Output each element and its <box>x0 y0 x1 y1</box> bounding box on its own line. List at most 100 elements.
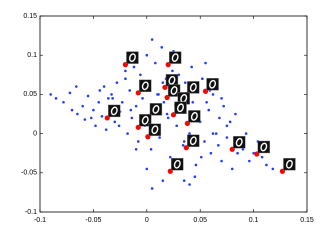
data-point <box>182 179 186 182</box>
data-point <box>188 132 191 135</box>
digit-stroke <box>177 103 184 113</box>
data-point <box>113 120 117 124</box>
data-point <box>145 53 149 57</box>
data-point <box>49 93 52 96</box>
digit-stroke <box>190 112 198 121</box>
data-point <box>141 97 144 100</box>
data-point <box>62 100 65 104</box>
data-point <box>97 100 101 104</box>
data-point <box>265 163 268 167</box>
data-point <box>199 155 203 159</box>
data-point <box>218 116 221 120</box>
digit-stroke <box>285 159 293 169</box>
data-point <box>120 100 124 104</box>
data-point <box>248 159 251 163</box>
data-point <box>86 94 90 98</box>
data-point <box>236 151 239 155</box>
digit-stroke <box>110 106 118 116</box>
data-point <box>98 89 102 92</box>
digit-stroke <box>189 83 197 92</box>
data-point <box>157 93 160 96</box>
data-point <box>220 159 223 163</box>
digit-stroke <box>235 137 243 147</box>
data-point <box>181 144 185 147</box>
data-point <box>70 108 74 112</box>
data-point <box>139 73 142 77</box>
data-point <box>217 144 220 147</box>
digit-stroke <box>152 104 160 114</box>
data-point <box>168 155 172 159</box>
data-point <box>188 183 191 186</box>
digit-stroke <box>128 53 136 62</box>
data-point <box>183 81 187 84</box>
data-point <box>158 136 161 139</box>
digit-stroke <box>141 81 149 91</box>
data-point <box>260 155 264 159</box>
data-point <box>150 187 154 190</box>
data-point <box>166 116 170 120</box>
data-point <box>126 132 129 135</box>
data-point <box>130 116 134 120</box>
data-point <box>194 163 198 167</box>
data-point <box>211 93 215 96</box>
data-point <box>204 61 207 65</box>
data-point <box>234 112 237 116</box>
data-point <box>193 175 197 179</box>
data-point <box>81 104 85 108</box>
digit-stroke <box>141 115 149 125</box>
digit-stroke <box>170 86 178 95</box>
data-point <box>115 81 119 84</box>
data-point <box>145 167 149 171</box>
x-tick-label: 0.05 <box>193 217 207 224</box>
data-point <box>104 128 108 131</box>
data-point <box>222 104 225 108</box>
data-point <box>191 100 195 104</box>
data-point <box>161 81 165 84</box>
digit-stroke <box>260 142 268 152</box>
digit-stroke <box>173 159 181 169</box>
data-point <box>132 65 136 69</box>
data-point <box>124 77 127 81</box>
data-point <box>89 116 93 120</box>
data-point <box>165 112 169 116</box>
data-point <box>134 104 138 108</box>
data-point <box>201 77 204 81</box>
data-point <box>107 97 110 100</box>
data-point <box>76 112 79 116</box>
data-point <box>203 140 206 143</box>
digit-stroke <box>168 75 176 85</box>
data-point <box>205 100 208 104</box>
data-point <box>149 147 153 151</box>
data-point <box>225 124 229 128</box>
data-point <box>175 124 179 128</box>
data-point <box>161 179 165 182</box>
data-point <box>162 100 166 104</box>
data-point <box>214 132 218 135</box>
y-tick-label: 0.1 <box>27 52 37 59</box>
y-tick-label: 0.15 <box>23 13 37 20</box>
chart: -0.1 -0.05 0 0.05 0.1 0.15 -0.1 -0.05 0 0.05 0.1 0.… <box>21 13 314 224</box>
data-point <box>117 124 121 128</box>
data-point <box>211 132 215 135</box>
data-point <box>110 93 113 96</box>
data-point <box>160 46 164 49</box>
data-point <box>271 167 275 171</box>
data-point <box>171 69 174 73</box>
data-point <box>220 97 223 100</box>
x-tick-label: 0 <box>145 217 149 224</box>
data-point <box>134 147 138 151</box>
data-point <box>154 61 157 65</box>
data-point <box>207 108 211 112</box>
y-tick-label: -0.1 <box>25 209 37 216</box>
data-point <box>244 132 248 135</box>
data-point <box>68 91 72 95</box>
data-point <box>225 136 229 139</box>
page: {"chart_data": {"type": "scatter", "xlim… <box>21 12 314 224</box>
data-point <box>177 73 181 77</box>
data-point <box>136 140 140 143</box>
digit-stroke <box>189 136 197 146</box>
x-tick-label: -0.1 <box>34 217 46 224</box>
y-tick-label: 0 <box>33 130 37 137</box>
y-tick-label: 0.05 <box>23 91 37 98</box>
data-point <box>228 120 232 124</box>
